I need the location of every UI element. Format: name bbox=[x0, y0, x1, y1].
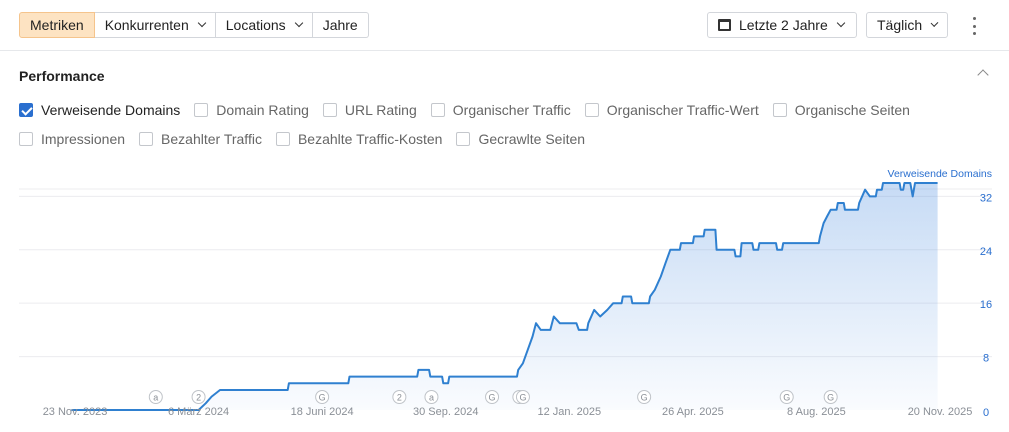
annotation-label: 2 bbox=[397, 393, 402, 403]
metric-checkbox[interactable]: URL Rating bbox=[322, 102, 417, 118]
y-tick-label: 24 bbox=[980, 246, 992, 258]
annotation-marker bbox=[637, 390, 652, 404]
tab-locations-label: Locations bbox=[225, 17, 286, 33]
checkbox-icon bbox=[194, 103, 209, 117]
y-tick-label: 16 bbox=[980, 299, 992, 311]
y-tick-label: 0 bbox=[983, 407, 989, 419]
tab-metriken-label: Metriken bbox=[30, 17, 84, 33]
performance-chart: 0 8 16 24 32 Verweisende Domains 23 Nov. 2023 6… bbox=[0, 160, 1009, 432]
y-axis-label: Verweisende Domains bbox=[888, 168, 992, 180]
chevron-down-icon bbox=[294, 18, 303, 28]
checkbox-checked-icon bbox=[19, 103, 33, 117]
metric-checkbox[interactable]: Bezahlte Traffic-Kosten bbox=[275, 131, 443, 147]
y-tick-label: 32 bbox=[980, 192, 992, 204]
x-tick-label: 26 Apr. 2025 bbox=[662, 406, 724, 418]
metric-label: Gecrawlte Seiten bbox=[478, 131, 586, 147]
checkbox-icon bbox=[584, 103, 599, 117]
metric-checkbox[interactable]: Impressionen bbox=[19, 131, 125, 147]
x-tick-label: 6 März 2024 bbox=[168, 406, 229, 418]
metric-label: URL Rating bbox=[344, 102, 417, 118]
annotation-marker bbox=[823, 390, 838, 404]
x-tick-label: 12 Jan. 2025 bbox=[537, 406, 601, 418]
metric-label: Organischer Traffic-Wert bbox=[606, 102, 759, 118]
tab-jahre-label: Jahre bbox=[322, 17, 358, 33]
metric-checkbox[interactable]: Organischer Traffic bbox=[430, 102, 571, 118]
interval-label: Täglich bbox=[877, 17, 923, 33]
annotation-marker bbox=[392, 390, 407, 404]
metric-label: Bezahlte Traffic-Kosten bbox=[297, 131, 443, 147]
metrics-row-1: Verweisende Domains Domain Rating URL Rati… bbox=[19, 101, 924, 119]
annotation-label: a bbox=[429, 393, 434, 403]
tab-konkurrenten-label: Konkurrenten bbox=[104, 17, 189, 33]
metric-label: Organische Seiten bbox=[794, 102, 910, 118]
checkbox-icon bbox=[275, 132, 290, 146]
annotation-marker bbox=[485, 390, 500, 404]
y-tick-label: 8 bbox=[983, 353, 989, 365]
tab-metriken[interactable]: Metriken bbox=[19, 12, 95, 38]
annotation-marker bbox=[779, 390, 794, 404]
x-tick-label: 30 Sep. 2024 bbox=[413, 406, 478, 418]
x-tick-label: 18 Juni 2024 bbox=[291, 406, 354, 418]
checkbox-icon bbox=[772, 103, 787, 117]
interval-dropdown[interactable]: Täglich bbox=[866, 12, 948, 38]
metric-checkbox[interactable]: Verweisende Domains bbox=[19, 102, 180, 118]
date-range-dropdown[interactable]: Letzte 2 Jahre bbox=[707, 12, 857, 38]
checkbox-icon bbox=[19, 132, 33, 146]
checkbox-icon bbox=[430, 103, 445, 117]
metric-checkbox[interactable]: Organischer Traffic-Wert bbox=[584, 102, 759, 118]
annotation-label: G bbox=[783, 393, 790, 403]
metric-checkbox[interactable]: Gecrawlte Seiten bbox=[456, 131, 585, 147]
metric-label: Bezahlter Traffic bbox=[161, 131, 262, 147]
metric-label: Domain Rating bbox=[216, 102, 309, 118]
metric-checkbox[interactable]: Domain Rating bbox=[194, 102, 309, 118]
metric-label: Impressionen bbox=[41, 131, 126, 147]
annotation-marker bbox=[424, 390, 439, 404]
annotation-label: G bbox=[827, 393, 834, 403]
annotation-marker bbox=[148, 390, 163, 404]
checkbox-icon bbox=[456, 132, 471, 146]
checkbox-icon bbox=[322, 103, 337, 117]
date-range-label: Letzte 2 Jahre bbox=[739, 17, 828, 33]
checkbox-icon bbox=[139, 132, 154, 146]
chevron-down-icon bbox=[197, 18, 206, 28]
annotation-label: G bbox=[641, 393, 648, 403]
annotation-label: a bbox=[153, 393, 158, 403]
metrics-row-2: Impressionen Bezahlter Traffic Bezahlte Tr… bbox=[19, 130, 599, 148]
more-options-icon[interactable] bbox=[971, 17, 977, 35]
x-tick-label: 8 Aug. 2025 bbox=[787, 406, 846, 418]
tab-locations[interactable]: Locations bbox=[215, 12, 313, 38]
x-tick-label: 20 Nov. 2025 bbox=[908, 406, 973, 418]
series-area bbox=[71, 183, 938, 410]
tab-konkurrenten[interactable]: Konkurrenten bbox=[94, 12, 216, 38]
annotation-label: G bbox=[519, 393, 526, 403]
series-line bbox=[71, 182, 938, 411]
chevron-down-icon bbox=[836, 18, 845, 28]
tab-jahre[interactable]: Jahre bbox=[312, 12, 369, 38]
annotation-label: 2 bbox=[196, 393, 201, 403]
collapse-chevron-icon[interactable] bbox=[977, 69, 989, 81]
chart-svg: 0 8 16 24 32 Verweisende Domains 23 Nov. 2023 6… bbox=[19, 168, 992, 419]
annotation-label: G bbox=[319, 393, 326, 403]
metric-checkbox[interactable]: Organische Seiten bbox=[772, 102, 910, 118]
x-tick-label: 23 Nov. 2023 bbox=[43, 406, 108, 418]
toolbar: Metriken Konkurrenten Locations Jahre Le… bbox=[0, 0, 1009, 51]
annotation-label: G bbox=[489, 393, 496, 403]
annotation-marker bbox=[191, 390, 206, 404]
view-tabs: Metriken Konkurrenten Locations Jahre bbox=[19, 12, 369, 38]
annotation-marker bbox=[315, 390, 330, 404]
section-title: Performance bbox=[19, 68, 105, 84]
annotation-marker bbox=[515, 390, 530, 404]
metric-checkbox[interactable]: Bezahlter Traffic bbox=[139, 131, 262, 147]
metric-label: Verweisende Domains bbox=[41, 102, 181, 118]
metric-label: Organischer Traffic bbox=[452, 102, 571, 118]
chevron-down-icon bbox=[930, 19, 939, 27]
calendar-icon bbox=[718, 19, 731, 31]
